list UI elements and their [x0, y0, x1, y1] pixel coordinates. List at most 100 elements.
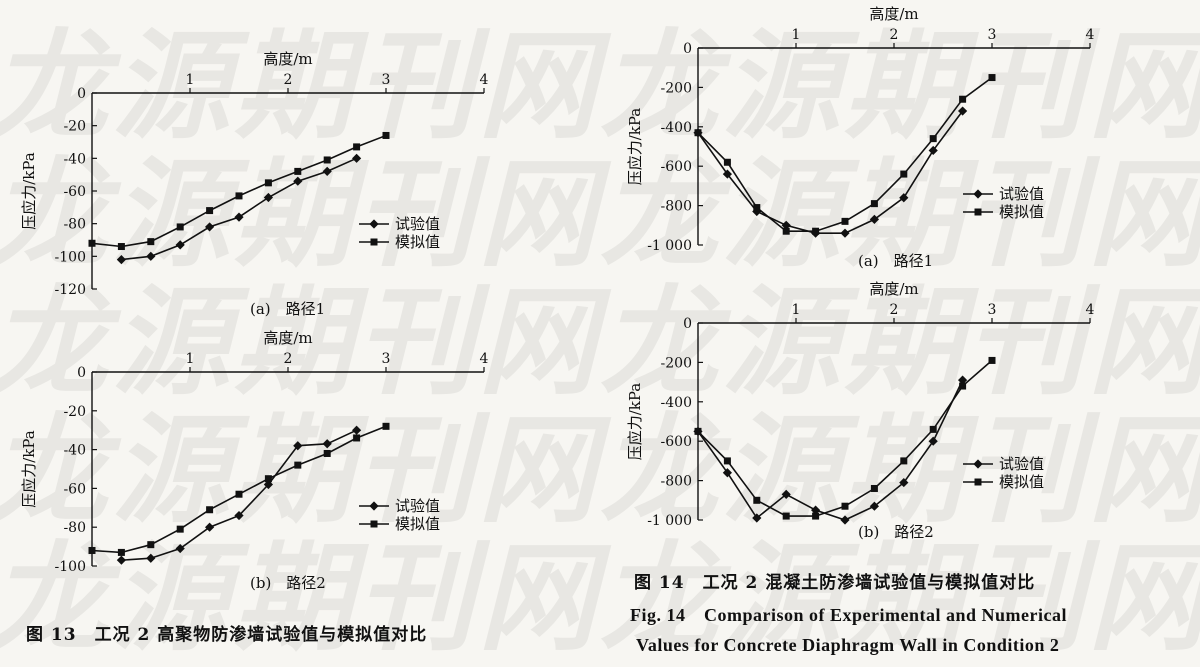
experimental-point	[869, 214, 879, 224]
y-tick-label: -120	[55, 282, 86, 298]
x-axis-title: 高度/m	[263, 50, 312, 68]
simulated-point	[353, 143, 361, 151]
x-tick-label: 3	[988, 27, 997, 43]
chart-subcaption: (b) 路径2	[858, 523, 934, 541]
legend-marker	[369, 219, 379, 229]
simulated-point	[812, 227, 820, 235]
y-tick-label: -600	[661, 434, 692, 450]
simulated-point	[88, 239, 96, 247]
experimental-point	[116, 555, 126, 565]
legend-label: 试验值	[999, 455, 1044, 473]
experimental-point	[928, 436, 938, 446]
legend-marker	[370, 238, 378, 246]
simulated-point	[782, 227, 790, 235]
simulated-point	[264, 475, 272, 483]
x-tick-label: 4	[480, 351, 489, 367]
x-tick-label: 2	[890, 27, 899, 43]
simulated-point	[959, 382, 967, 390]
series-line-experimental	[697, 379, 964, 521]
experimental-point	[899, 193, 909, 203]
legend-marker	[369, 501, 379, 511]
legend-label: 试验值	[999, 185, 1044, 203]
simulated-point	[959, 95, 967, 103]
legend-marker	[370, 520, 378, 528]
x-tick-label: 1	[186, 72, 195, 88]
experimental-point	[869, 501, 879, 511]
y-axis-title: 压应力/kPa	[20, 430, 38, 508]
experimental-point	[352, 153, 362, 163]
x-tick-label: 2	[284, 351, 293, 367]
x-tick-label: 1	[792, 302, 801, 318]
y-tick-label: -20	[63, 404, 86, 420]
figure-14-caption-en-line2: Values for Concrete Diaphragm Wall in Co…	[636, 635, 1060, 655]
simulated-point	[353, 434, 361, 442]
experimental-point	[146, 251, 156, 261]
experimental-point	[322, 439, 332, 449]
simulated-point	[323, 156, 331, 164]
experimental-point	[352, 425, 362, 435]
y-tick-label: -1 000	[647, 238, 692, 254]
x-tick-label: 4	[480, 72, 489, 88]
y-tick-label: -400	[661, 395, 692, 411]
legend-label: 模拟值	[999, 473, 1044, 491]
simulated-point	[782, 512, 790, 520]
series-line-simulated	[91, 425, 387, 554]
experimental-point	[234, 212, 244, 222]
legend-label: 模拟值	[999, 203, 1044, 221]
simulated-point	[900, 457, 908, 465]
chart-subcaption: (a) 路径1	[858, 252, 933, 270]
simulated-point	[88, 546, 96, 554]
y-axis-title: 压应力/kPa	[626, 108, 644, 186]
figure-14-caption-cn: 图 14 工况 2 混凝土防渗墙试验值与模拟值对比	[634, 573, 1036, 593]
y-tick-label: -20	[63, 119, 86, 135]
y-axis-title: 压应力/kPa	[626, 383, 644, 461]
legend-marker	[973, 189, 983, 199]
x-tick-label: 3	[988, 302, 997, 318]
chart-fig14b: 1 2 3 4 高度/m 0 -200 -400 -600 -800 -1 000 压应力/kPa 试验…	[626, 280, 1095, 541]
simulated-point	[812, 512, 820, 520]
series-line-simulated	[697, 76, 993, 232]
x-tick-label: 1	[186, 351, 195, 367]
experimental-point	[293, 176, 303, 186]
simulated-point	[206, 506, 214, 514]
experimental-point	[958, 106, 968, 116]
simulated-point	[694, 427, 702, 435]
experimental-point	[205, 522, 215, 532]
simulated-point	[147, 541, 155, 549]
x-tick-label: 2	[890, 302, 899, 318]
x-tick-label: 4	[1086, 302, 1095, 318]
chart-subcaption: (a) 路径1	[250, 300, 325, 318]
legend-label: 模拟值	[395, 233, 440, 251]
experimental-point	[263, 192, 273, 203]
simulated-point	[694, 129, 702, 137]
figure-13-caption: 图 13 工况 2 高聚物防渗墙试验值与模拟值对比	[26, 625, 428, 645]
y-tick-label: 0	[683, 41, 692, 57]
simulated-point	[870, 484, 878, 492]
simulated-point	[723, 158, 731, 166]
y-axis-title: 压应力/kPa	[20, 152, 38, 230]
experimental-point	[263, 479, 273, 490]
simulated-point	[382, 422, 390, 430]
experimental-point	[781, 220, 791, 230]
experimental-point	[146, 553, 156, 563]
simulated-point	[176, 525, 184, 533]
y-tick-label: -80	[63, 217, 86, 233]
y-tick-label: -100	[55, 249, 86, 265]
simulated-point	[382, 131, 390, 139]
simulated-point	[117, 548, 125, 556]
x-tick-label: 3	[382, 72, 391, 88]
experimental-point	[840, 515, 850, 525]
experimental-point	[175, 240, 185, 250]
simulated-point	[929, 135, 937, 143]
simulated-point	[753, 204, 761, 212]
simulated-point	[988, 74, 996, 82]
y-tick-label: -60	[63, 481, 86, 497]
x-axis-title: 高度/m	[869, 280, 918, 298]
legend-marker	[973, 459, 983, 469]
chart-fig14a: 1 2 3 4 高度/m 0 -200 -400 -600 -800 -1 000 压应力/kPa 试验…	[626, 5, 1095, 270]
chart-subcaption: (b) 路径2	[250, 574, 326, 592]
y-tick-label: -600	[661, 159, 692, 175]
x-tick-label: 2	[284, 72, 293, 88]
x-axis-title: 高度/m	[263, 329, 312, 347]
